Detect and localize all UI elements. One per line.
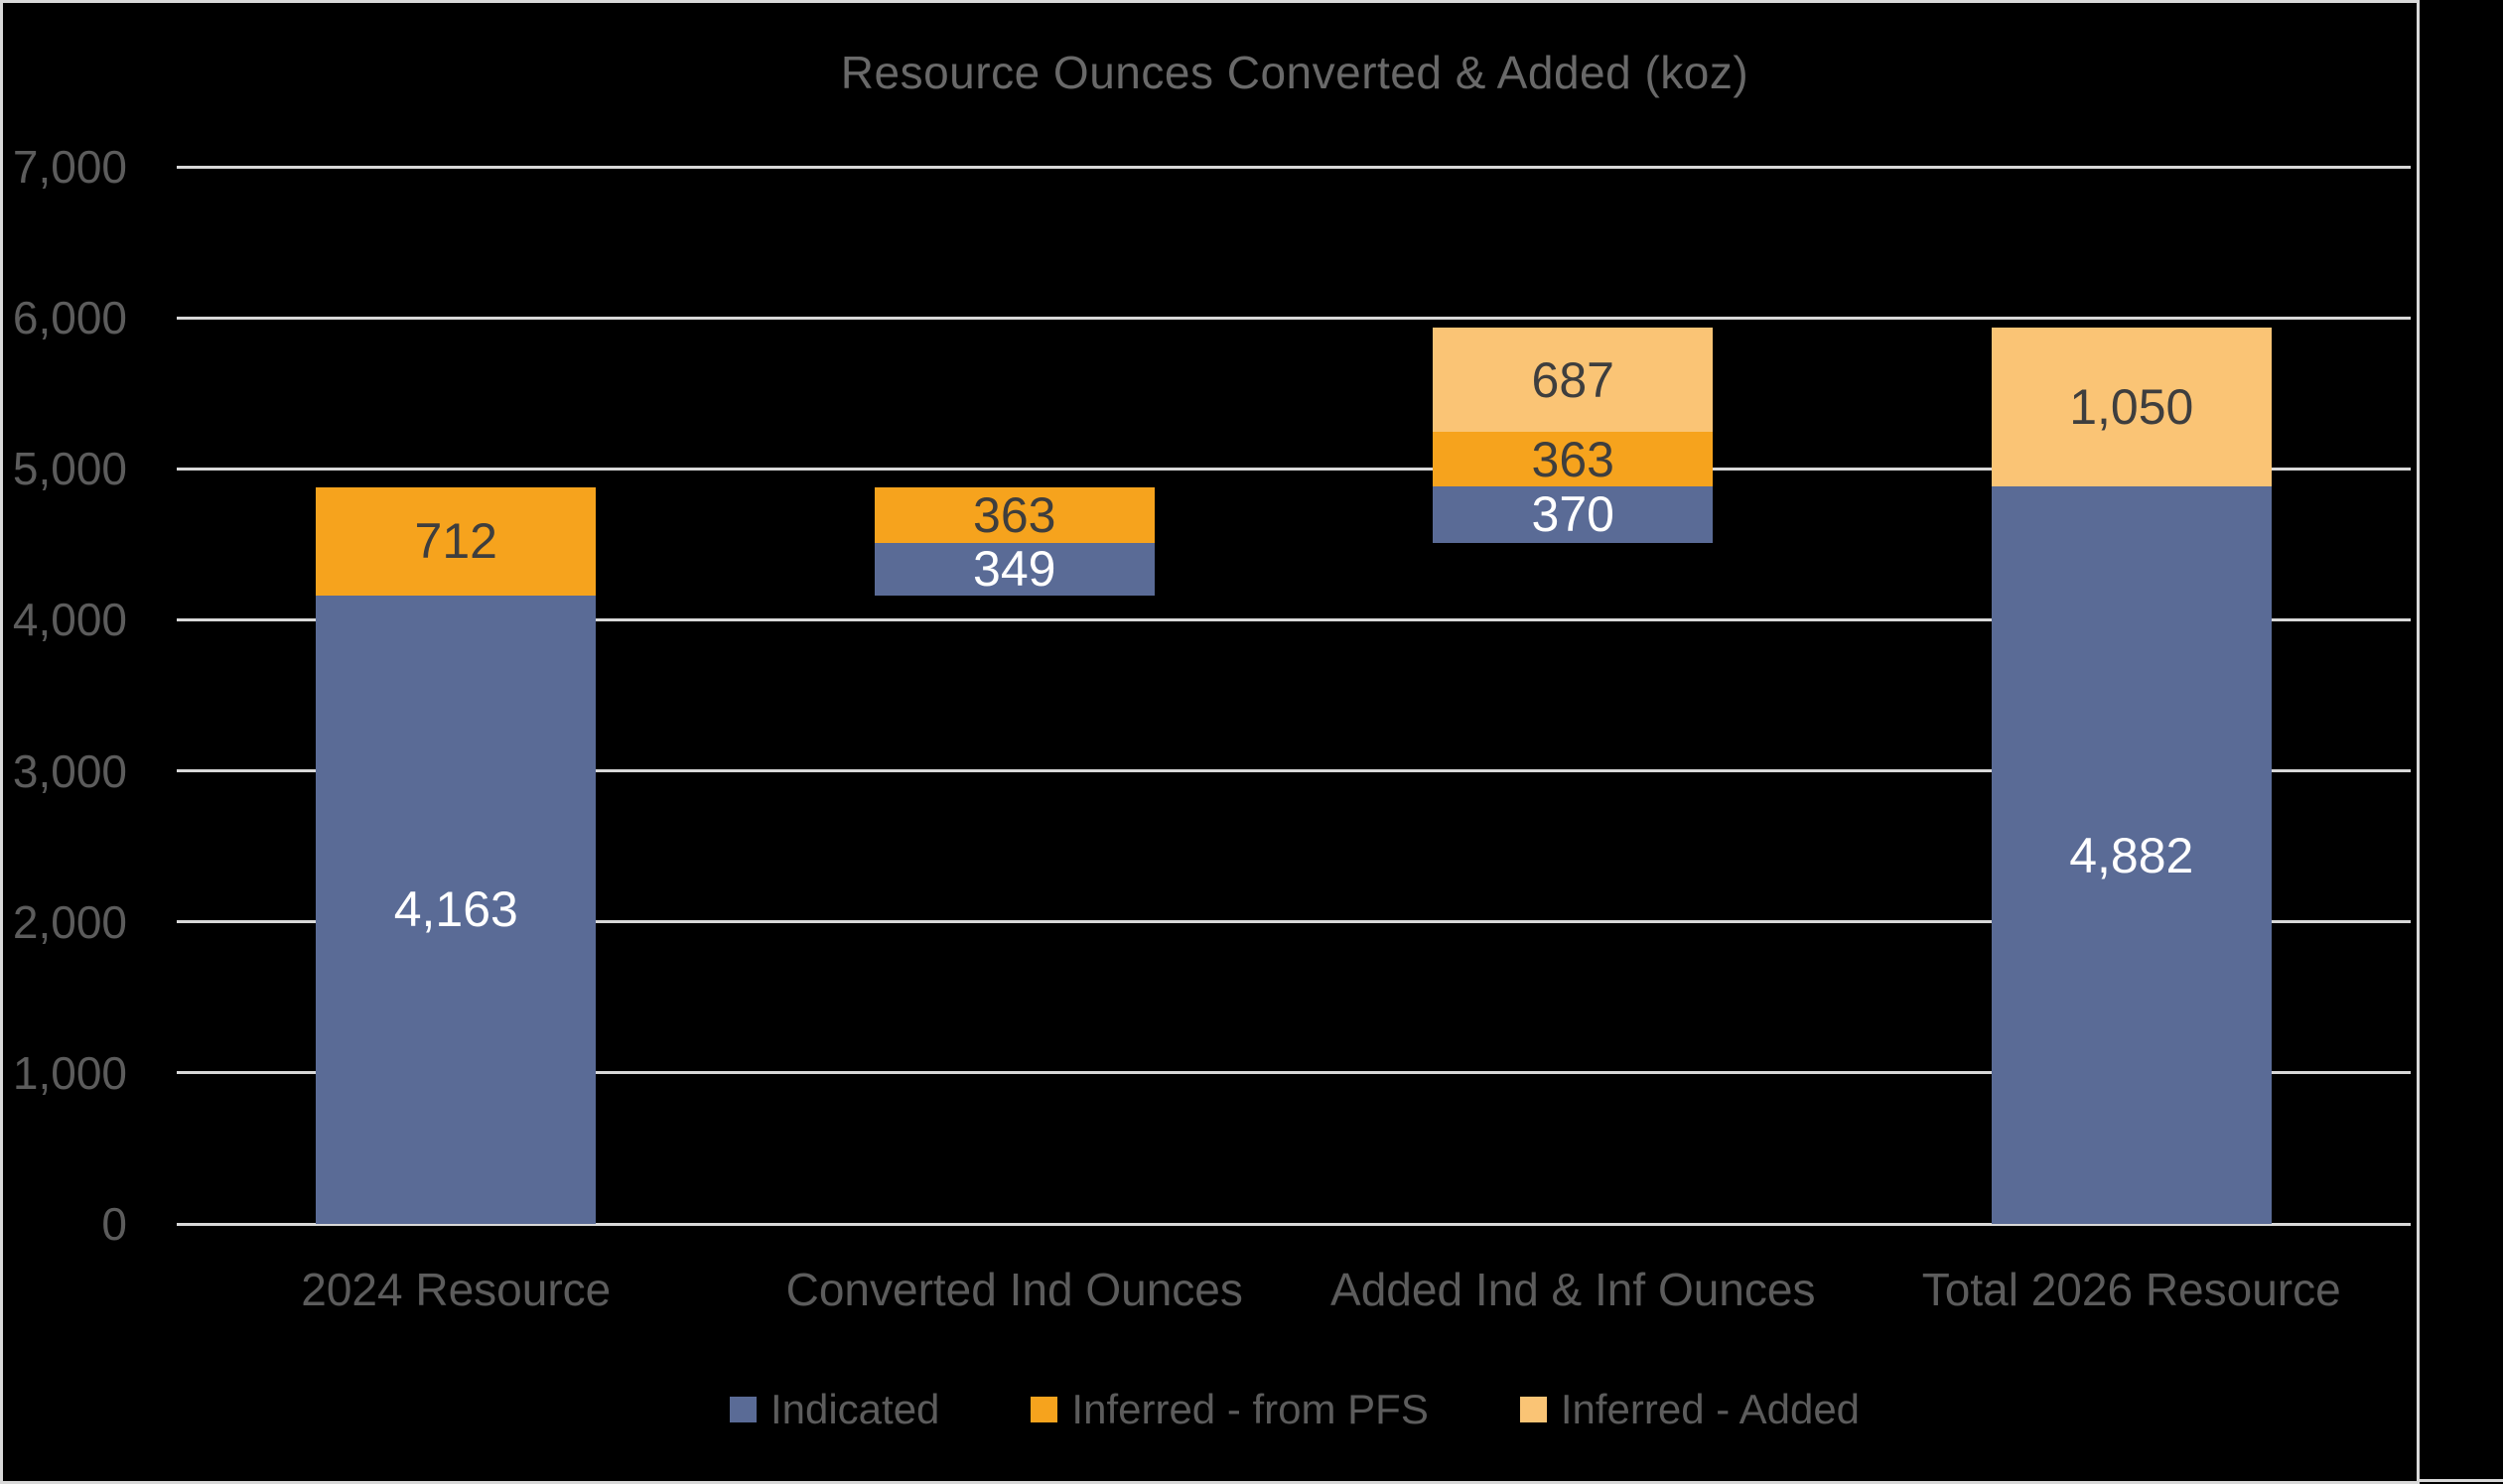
- chart-title: Resource Ounces Converted & Added (koz): [840, 47, 1749, 98]
- bar-value-label: 363: [1531, 431, 1614, 487]
- legend-item-inferred-from-pfs: Inferred - from PFS: [1031, 1386, 1429, 1433]
- bar-value-label: 370: [1531, 486, 1614, 543]
- y-tick-label-0: 0: [101, 1198, 127, 1250]
- x-category-label-converted-ind-ounces: Converted Ind Ounces: [785, 1264, 1243, 1315]
- legend-item-indicated: Indicated: [729, 1386, 940, 1433]
- bar-segment-2024-resource-inferred-from-pfs: 712: [316, 487, 597, 596]
- legend-swatch-indicated: [729, 1397, 757, 1422]
- bar-value-label: 687: [1531, 351, 1614, 408]
- bar-value-label: 363: [973, 486, 1056, 543]
- x-category-label-total-2026-resource: Total 2026 Resource: [1921, 1264, 2341, 1315]
- legend-item-inferred-added: Inferred - Added: [1519, 1386, 1861, 1433]
- gridline-7000: [177, 165, 2411, 169]
- bottom-border-extension: [2417, 1479, 2503, 1482]
- bar-segment-2024-resource-indicated: 4,163: [316, 595, 597, 1224]
- gridline-5000: [177, 467, 2411, 471]
- legend-label: Inferred - Added: [1560, 1386, 1861, 1432]
- bar-segment-total-2026-resource-indicated: 4,882: [1991, 486, 2272, 1224]
- bar-segment-added-ind-inf-ounces-inferred-added: 687: [1433, 328, 1714, 432]
- y-tick-label-3000: 3,000: [12, 744, 127, 797]
- bar-value-label: 349: [973, 541, 1056, 598]
- bar-value-label: 4,882: [2069, 827, 2194, 883]
- y-tick-label-2000: 2,000: [12, 895, 127, 948]
- gridline-2000: [177, 920, 2411, 924]
- y-tick-label-4000: 4,000: [12, 594, 127, 646]
- bar-value-label: 1,050: [2069, 379, 2194, 436]
- y-tick-label-5000: 5,000: [12, 443, 127, 495]
- legend-swatch-inferred-from-pfs: [1031, 1397, 1058, 1422]
- gridline-6000: [177, 316, 2411, 320]
- gridline-0: [177, 1222, 2411, 1226]
- gridline-4000: [177, 617, 2411, 621]
- bar-segment-added-ind-inf-ounces-indicated: 370: [1433, 486, 1714, 543]
- bar-segment-total-2026-resource-inferred-added: 1,050: [1991, 328, 2272, 487]
- bar-segment-converted-ind-ounces-indicated: 349: [874, 541, 1155, 598]
- x-category-label-added-ind-inf-ounces: Added Ind & Inf Ounces: [1330, 1264, 1816, 1315]
- legend-label: Indicated: [769, 1386, 940, 1432]
- bar-value-label: 4,163: [393, 881, 518, 938]
- chart-legend: Indicated Inferred - from PFS Inferred - A…: [177, 1386, 2413, 1433]
- legend-label: Inferred - from PFS: [1071, 1386, 1429, 1432]
- y-tick-label-1000: 1,000: [12, 1046, 127, 1099]
- bar-segment-converted-ind-ounces-inferred-from-pfs: 363: [874, 486, 1155, 543]
- gridline-3000: [177, 769, 2411, 773]
- y-tick-label-7000: 7,000: [12, 141, 127, 193]
- gridline-1000: [177, 1071, 2411, 1075]
- x-category-label-2024-resource: 2024 Resource: [301, 1264, 612, 1315]
- chart-frame: [0, 0, 2420, 1484]
- legend-swatch-inferred-added: [1519, 1397, 1547, 1422]
- bar-segment-added-ind-inf-ounces-inferred-from-pfs: 363: [1433, 431, 1714, 487]
- bar-value-label: 712: [414, 513, 497, 570]
- y-tick-label-6000: 6,000: [12, 292, 127, 344]
